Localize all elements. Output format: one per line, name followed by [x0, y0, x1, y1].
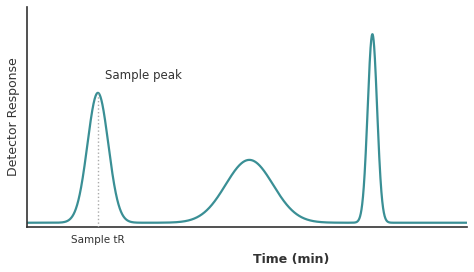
Text: Sample tR: Sample tR	[71, 235, 125, 245]
X-axis label: Time (min): Time (min)	[253, 253, 329, 266]
Text: Sample peak: Sample peak	[105, 69, 182, 82]
Y-axis label: Detector Response: Detector Response	[7, 58, 20, 176]
